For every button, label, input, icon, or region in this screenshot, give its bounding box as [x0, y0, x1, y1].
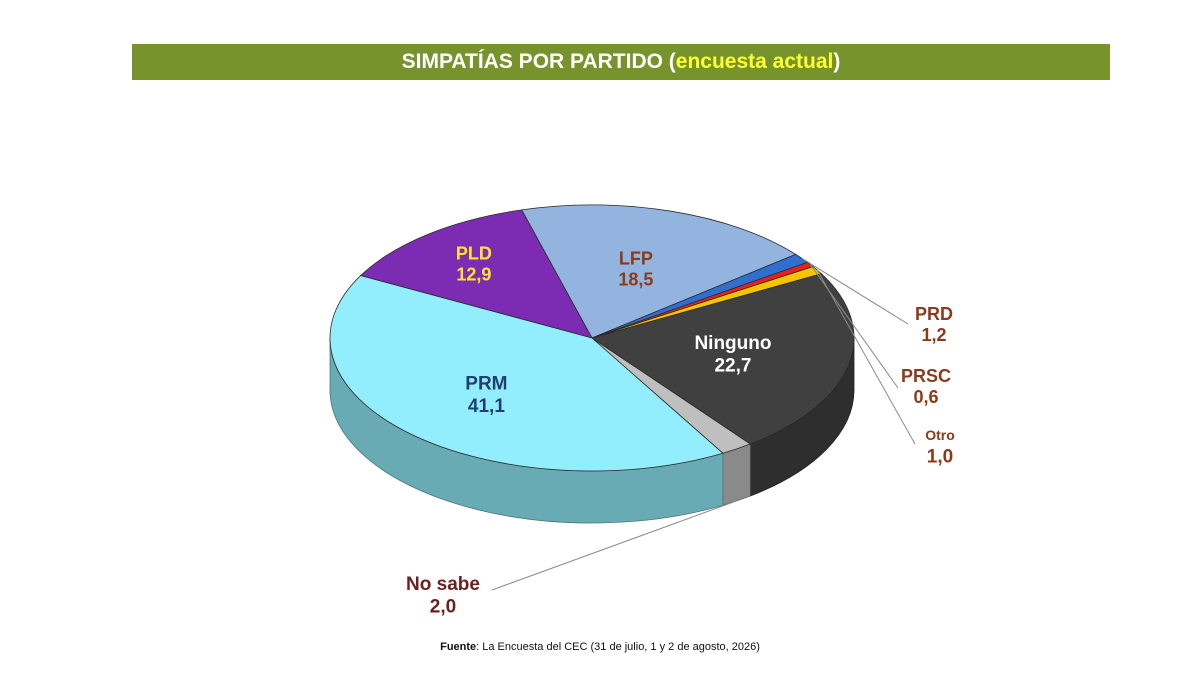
chart-title: SIMPATÍAS POR PARTIDO (encuesta actual)	[132, 44, 1110, 80]
pie-slice-pld	[360, 209, 593, 339]
slice-label-ninguno: Ninguno 22,7	[694, 333, 771, 376]
leader-line-prsc	[809, 264, 899, 389]
title-main: SIMPATÍAS POR PARTIDO	[401, 50, 663, 73]
source-text: : La Encuesta del CEC (31 de julio, 1 y …	[476, 641, 760, 653]
slice-label-lfp: LFP 18,5	[618, 248, 653, 289]
leader-line-no-sabe	[491, 500, 738, 591]
title-paren-open: (	[662, 50, 676, 73]
slice-label-prsc: PRSC 0,6	[901, 366, 951, 407]
leader-line-otro	[816, 269, 916, 445]
slice-label-no-sabe: No sabe 2,0	[406, 574, 480, 617]
slice-label-prm: PRM 41,1	[465, 373, 507, 416]
pie-slice-prm	[329, 275, 724, 472]
title-highlight: encuesta actual	[675, 50, 834, 73]
source-label: Fuente	[440, 641, 477, 653]
title-paren-close: )	[833, 50, 841, 73]
pie-slice-lfp	[521, 204, 797, 339]
source-note: Fuente: La Encuesta del CEC (31 de julio…	[0, 641, 1200, 653]
pie-side-no-sabe	[722, 443, 751, 506]
slice-label-pld: PLD 12,9	[456, 243, 492, 284]
pie-slice-ninguno	[591, 273, 855, 445]
leader-line-prd	[801, 257, 909, 325]
slice-label-prd: PRD 1,2	[915, 304, 953, 345]
slice-label-otro: Otro 1,0	[925, 427, 955, 467]
